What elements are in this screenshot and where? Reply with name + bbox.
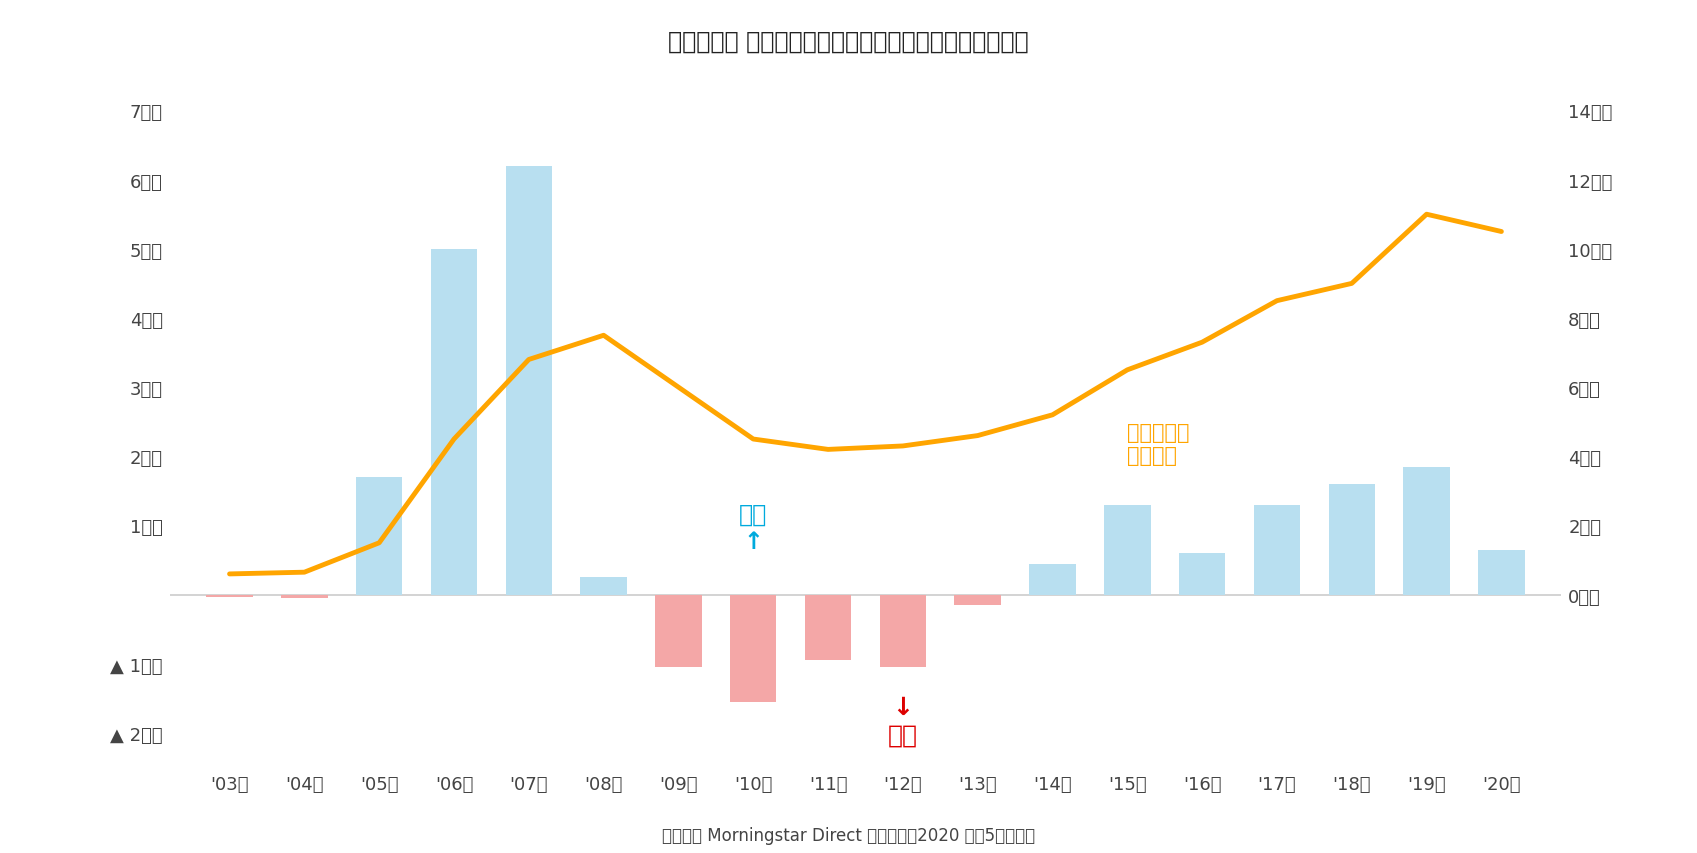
Bar bbox=[954, 595, 1001, 606]
Bar bbox=[655, 595, 701, 668]
Bar bbox=[1254, 505, 1300, 595]
Bar bbox=[1478, 550, 1524, 595]
Text: 》図表２》 バランス型の資金流出入と純資産総額の推移: 》図表２》 バランス型の資金流出入と純資産総額の推移 bbox=[669, 30, 1028, 54]
Text: 流入
↑: 流入 ↑ bbox=[740, 502, 767, 554]
Bar bbox=[506, 166, 552, 595]
Bar bbox=[580, 577, 626, 595]
Bar bbox=[1105, 505, 1151, 595]
Bar bbox=[1179, 554, 1225, 595]
Bar bbox=[1030, 564, 1076, 595]
Bar bbox=[431, 249, 477, 595]
Text: ↓
流出: ↓ 流出 bbox=[888, 695, 918, 747]
Bar bbox=[1403, 467, 1449, 595]
Bar bbox=[356, 478, 402, 595]
Bar bbox=[282, 595, 328, 599]
Bar bbox=[804, 595, 852, 660]
Text: （資料） Morningstar Direct より作成　2020 年は5月まで。: （資料） Morningstar Direct より作成 2020 年は5月まで… bbox=[662, 827, 1035, 844]
Bar bbox=[879, 595, 927, 668]
Text: 純資産総額
（右軸）: 純資産総額 （右軸） bbox=[1127, 422, 1190, 466]
Bar bbox=[1329, 485, 1375, 595]
Bar bbox=[730, 595, 777, 702]
Bar bbox=[207, 595, 253, 597]
